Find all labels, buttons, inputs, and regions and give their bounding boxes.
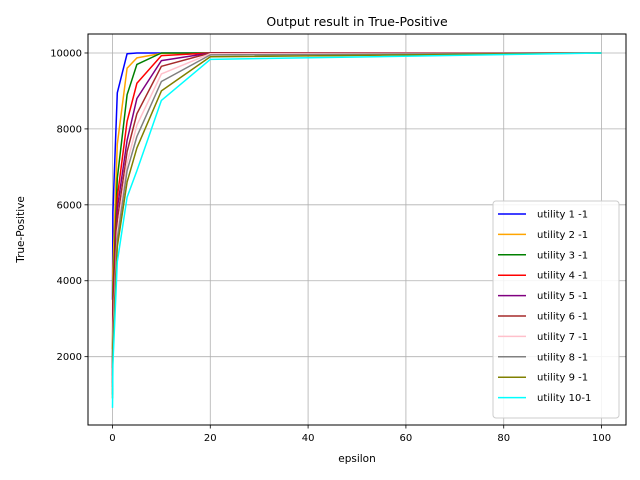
x-tick-label: 20	[204, 433, 217, 444]
legend-label-10: utility 10-1	[537, 393, 591, 404]
y-tick-label: 4000	[57, 276, 82, 287]
legend-label-1: utility 1 -1	[537, 210, 588, 221]
x-tick-label: 40	[302, 433, 315, 444]
y-axis-label: True-Positive	[15, 196, 27, 264]
y-axis: 2000 4000 6000 8000 10000	[50, 48, 88, 363]
x-tick-label: 60	[400, 433, 413, 444]
legend-label-2: utility 2 -1	[537, 230, 588, 241]
legend-label-3: utility 3 -1	[537, 250, 588, 261]
x-tick-label: 0	[109, 433, 115, 444]
legend-label-5: utility 5 -1	[537, 291, 588, 302]
y-tick-label: 2000	[57, 352, 82, 363]
y-tick-label: 8000	[57, 124, 82, 135]
chart-title: Output result in True-Positive	[266, 14, 448, 29]
plot-frame	[87, 33, 627, 426]
legend: utility 1 -1 utility 2 -1 utility 3 -1 util…	[492, 200, 620, 419]
y-tick-label: 6000	[57, 200, 82, 211]
legend-label-4: utility 4 -1	[537, 271, 588, 282]
series-line-10	[111, 52, 602, 408]
legend-label-8: utility 8 -1	[537, 352, 588, 363]
legend-label-6: utility 6 -1	[537, 312, 588, 323]
x-tick-label: 80	[497, 433, 510, 444]
series-layer	[111, 52, 602, 408]
x-axis-label: epsilon	[338, 453, 376, 465]
x-axis: 0 20 40 60 80 100	[109, 425, 611, 444]
legend-label-9: utility 9 -1	[537, 373, 588, 384]
y-tick-label: 10000	[50, 48, 82, 59]
x-tick-label: 100	[592, 433, 611, 444]
legend-label-7: utility 7 -1	[537, 332, 588, 343]
